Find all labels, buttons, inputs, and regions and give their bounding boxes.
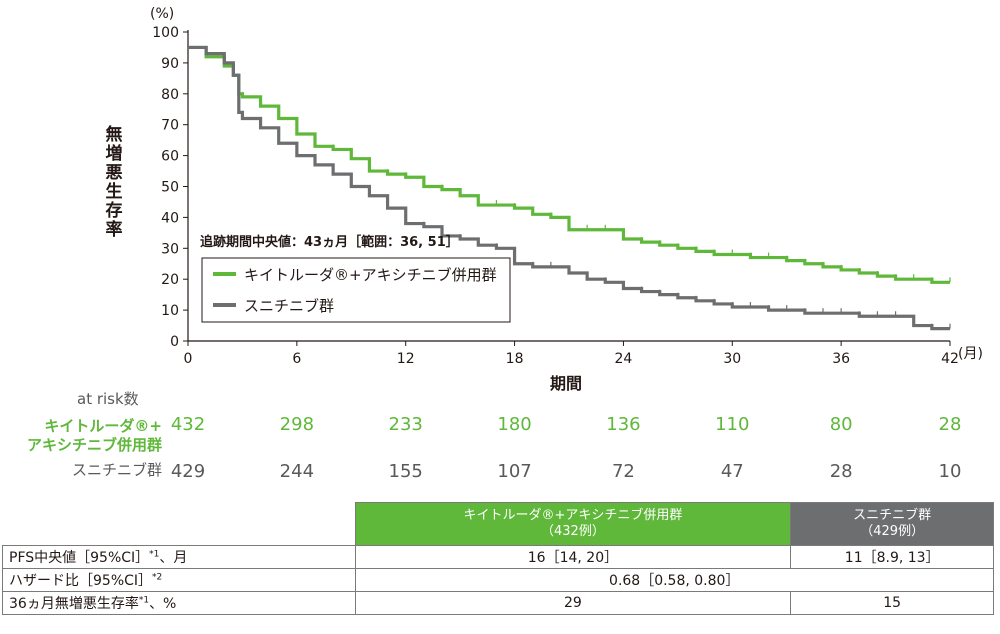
risk-value: 10	[938, 461, 962, 482]
y-axis-title: 無増悪生存率	[104, 126, 124, 240]
summary-36m-keytruda: 29	[354, 591, 792, 615]
summary-header-sunitinib-label: スニチニブ群	[853, 508, 932, 523]
risk-value: 72	[611, 461, 635, 482]
risk-value: 298	[279, 414, 315, 435]
risk-row-label-sunitinib: スニチニブ群	[71, 461, 162, 479]
legend-label-keytruda: キイトルーダ®+アキシチニブ併用群	[244, 266, 497, 284]
x-tick-label: 42	[941, 351, 959, 367]
x-tick-label: 30	[723, 351, 741, 367]
summary-36m-sunitinib: 15	[790, 591, 994, 615]
axis-labels: 0 10 20 30 40 50 60 70 80 90 100 0 6 12 18 24 30 36 42	[152, 25, 959, 367]
risk-value: 233	[388, 414, 423, 435]
axes	[183, 30, 951, 346]
pfs-chart: 0 10 20 30 40 50 60 70 80 90 100 0 6 12 18 24 30 36 42 (%)…	[150, 6, 983, 393]
legend-box	[201, 257, 511, 323]
y-axis-title-char: 増	[105, 144, 123, 164]
risk-value: 180	[497, 414, 532, 435]
risk-row-label-keytruda: キイトルーダ®+ アキシチニブ併用群	[10, 417, 162, 455]
risk-value: 80	[829, 414, 853, 435]
risk-value: 28	[938, 414, 962, 435]
summary-row-hr: ハザード比［95%CI］*2 0.68［0.58, 0.80］	[2, 568, 994, 592]
x-tick-label: 18	[506, 351, 524, 367]
hr-label-sup: *2	[152, 572, 163, 583]
y-axis-title-char: 無	[105, 125, 123, 145]
summary-table: キイトルーダ®+アキシチニブ併用群 （432例） スニチニブ群 （429例） P…	[2, 502, 994, 615]
y-tick-label: 20	[161, 272, 179, 288]
y-tick-label: 80	[161, 87, 179, 103]
y-tick-label: 70	[161, 118, 179, 134]
summary-pfs-sunitinib: 11［8.9, 13］	[790, 545, 994, 569]
risk-row-label-line: アキシチニブ併用群	[26, 436, 162, 454]
x-axis-title: 期間	[550, 374, 582, 393]
risk-value: 110	[715, 414, 750, 435]
y-axis-title-char: 存	[105, 201, 123, 221]
pfs-label-sup: *1	[149, 549, 160, 560]
y-tick-label: 40	[161, 210, 179, 226]
summary-header-row: キイトルーダ®+アキシチニブ併用群 （432例） スニチニブ群 （429例）	[2, 502, 994, 546]
summary-header-sunitinib-n: （429例）	[860, 524, 925, 539]
summary-header-empty	[2, 502, 355, 546]
annotation: 追跡期間中央値：43ヵ月［範囲：36, 51］	[200, 234, 459, 250]
y-tick-label: 60	[161, 149, 179, 165]
hr-label-text: ハザード比［95%CI］	[9, 573, 153, 589]
risk-value: 107	[497, 461, 532, 482]
y-axis-title-char: 率	[105, 220, 123, 240]
risk-value: 429	[170, 461, 206, 482]
y-axis-title-char: 生	[105, 182, 123, 202]
summary-pfs-keytruda: 16［14, 20］	[354, 545, 792, 569]
y-tick-label: 10	[161, 303, 179, 319]
summary-row-36m-label: 36ヵ月無増悪生存率*1、%	[2, 591, 356, 615]
risk-value: 155	[388, 461, 423, 482]
y-tick-label: 90	[161, 56, 179, 72]
y-unit-label: (%)	[150, 6, 174, 22]
risk-table-title: at risk数	[77, 390, 139, 408]
summary-header-keytruda-n: （432例）	[541, 524, 605, 539]
risk-value: 136	[606, 414, 641, 435]
risk-value: 432	[170, 414, 206, 435]
x-unit-label: (月)	[958, 346, 983, 362]
x-tick-label: 6	[292, 351, 301, 367]
risk-value: 28	[829, 461, 853, 482]
summary-header-keytruda-label: キイトルーダ®+アキシチニブ併用群	[463, 508, 683, 523]
y-axis-title-char: 悪	[105, 163, 123, 183]
m36-label-suffix: 、%	[149, 596, 177, 612]
x-tick-label: 36	[832, 351, 850, 367]
summary-header-sunitinib: スニチニブ群 （429例）	[790, 502, 994, 546]
y-tick-label: 30	[161, 241, 179, 257]
pfs-label-text: PFS中央値［95%CI］	[9, 550, 150, 566]
risk-row-label-line: キイトルーダ®+	[44, 417, 162, 435]
summary-hr-value: 0.68［0.58, 0.80］	[354, 568, 994, 592]
risk-value: 244	[279, 461, 315, 482]
y-tick-label: 100	[152, 25, 179, 41]
summary-row-hr-label: ハザード比［95%CI］*2	[2, 568, 356, 592]
summary-row-pfs-label: PFS中央値［95%CI］*1、月	[2, 545, 356, 569]
x-tick-label: 24	[615, 351, 633, 367]
risk-value: 47	[720, 461, 744, 482]
pfs-label-suffix: 、月	[159, 550, 188, 566]
series-layer	[188, 45, 951, 331]
summary-row-36m: 36ヵ月無増悪生存率*1、% 29 15	[2, 591, 994, 615]
x-tick-label: 12	[397, 351, 415, 367]
x-tick-label: 0	[184, 351, 193, 367]
m36-label-sup: *1	[138, 595, 150, 606]
m36-label-text: 36ヵ月無増悪生存率	[9, 596, 139, 612]
y-tick-label: 50	[161, 180, 179, 196]
y-tick-label: 0	[170, 334, 179, 350]
summary-header-keytruda: キイトルーダ®+アキシチニブ併用群 （432例）	[354, 502, 792, 546]
summary-row-pfs: PFS中央値［95%CI］*1、月 16［14, 20］ 11［8.9, 13］	[2, 545, 994, 569]
legend-label-sunitinib: スニチニブ群	[244, 297, 334, 315]
